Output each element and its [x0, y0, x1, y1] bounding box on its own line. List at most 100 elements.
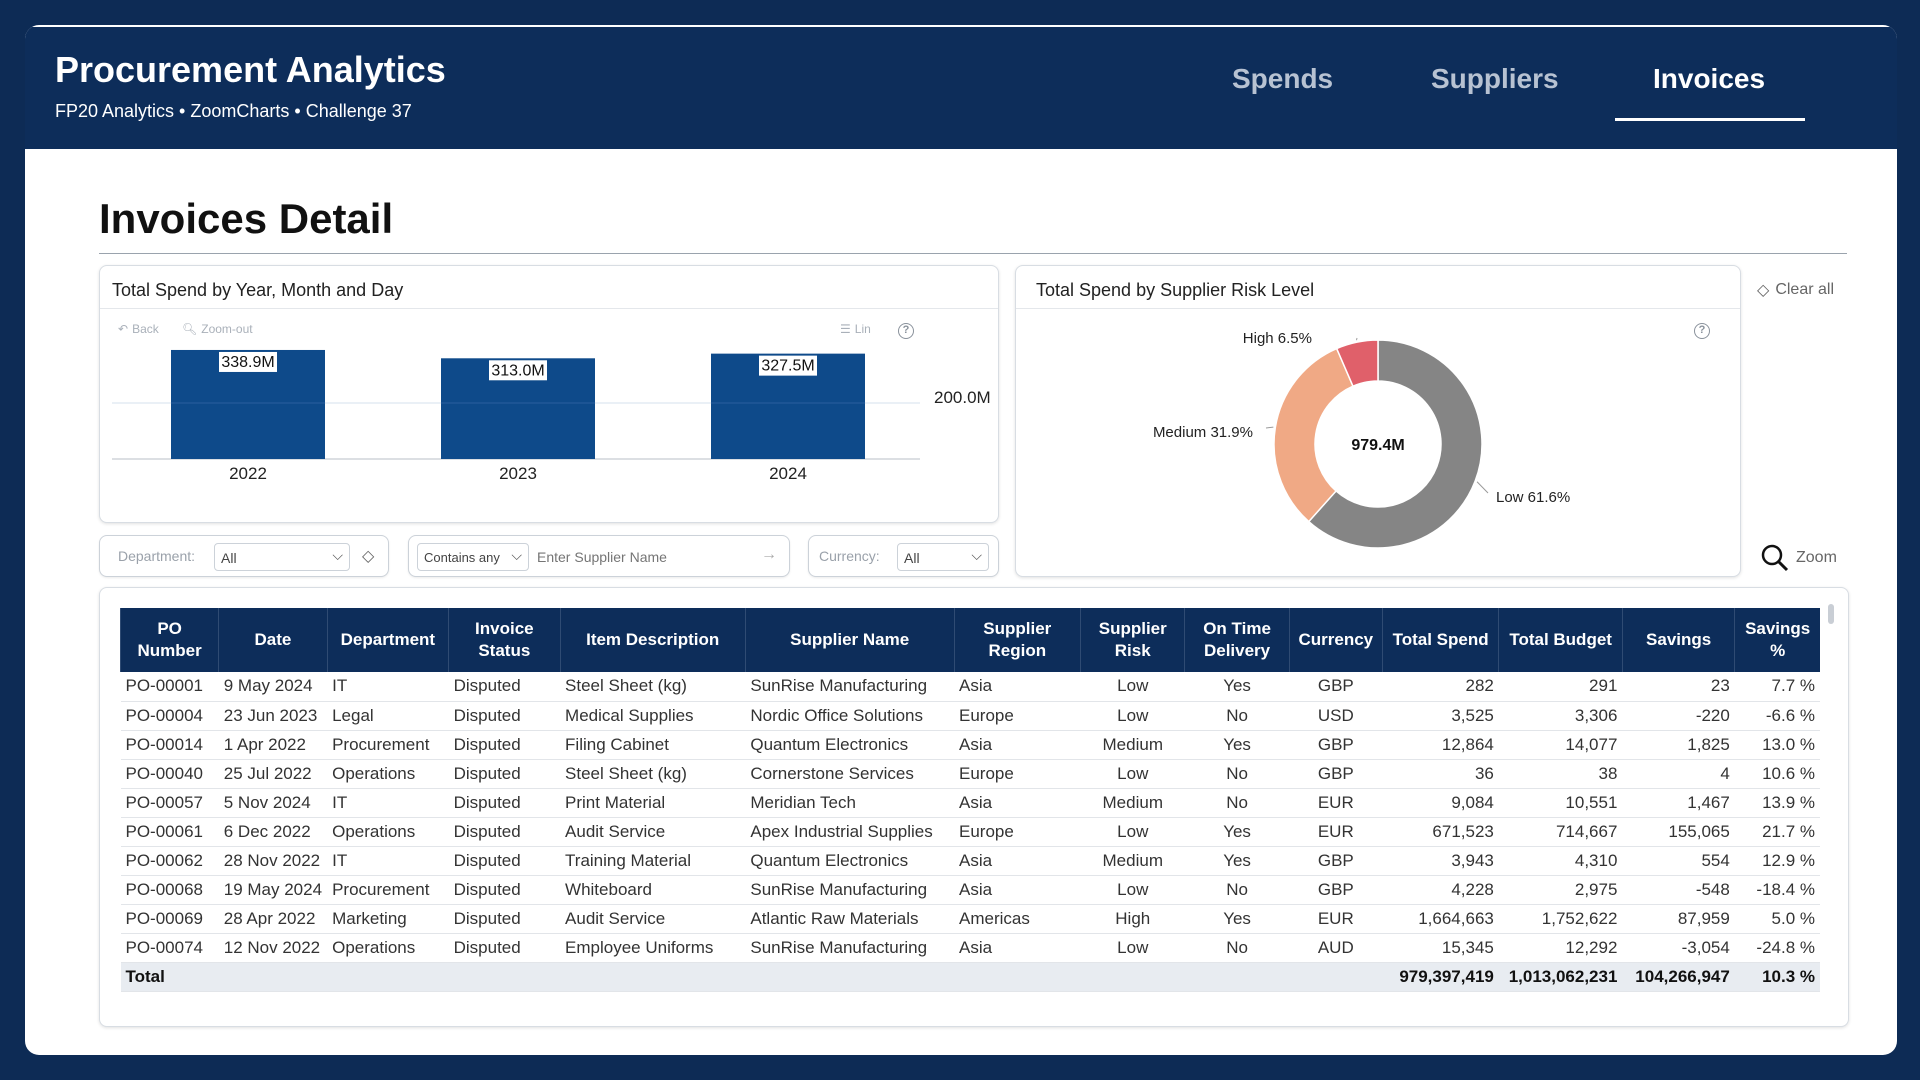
- table-cell: Asia: [954, 933, 1081, 963]
- currency-dropdown[interactable]: All ⌵: [897, 543, 989, 571]
- column-header[interactable]: Supplier Name: [744, 608, 954, 672]
- slice-label: High 6.5%: [1243, 330, 1312, 347]
- table-cell: Low: [1080, 817, 1185, 847]
- app-title: Procurement Analytics: [55, 49, 446, 90]
- table-cell: No: [1184, 701, 1290, 731]
- active-tab-underline: [1615, 118, 1805, 121]
- table-row[interactable]: PO-00061 6 Dec 2022 Operations Disputed Audi…: [120, 817, 1820, 847]
- table-cell: Asia: [954, 672, 1081, 702]
- column-header[interactable]: Currency: [1288, 608, 1383, 672]
- table-cell: Low: [1080, 701, 1185, 731]
- table-row[interactable]: PO-00004 23 Jun 2023 Legal Disputed Medical …: [120, 701, 1820, 731]
- match-mode-value: Contains any: [424, 550, 500, 565]
- column-header[interactable]: Supplier Risk: [1080, 608, 1185, 672]
- table-cell: 12 Nov 2022: [218, 933, 328, 963]
- table-row[interactable]: PO-00062 28 Nov 2022 IT Disputed Training Ma…: [120, 846, 1820, 876]
- table-cell: Low: [1080, 759, 1185, 789]
- help-icon[interactable]: ?: [1694, 323, 1710, 339]
- arrow-right-icon[interactable]: →: [761, 546, 777, 563]
- table-row[interactable]: PO-00001 9 May 2024 IT Disputed Steel Sheet …: [120, 672, 1820, 702]
- clear-all-button[interactable]: ◇ Clear all: [1757, 280, 1834, 300]
- leader-line: [1265, 426, 1274, 429]
- table-cell: Disputed: [448, 788, 561, 818]
- data-label-bg: [759, 355, 817, 376]
- table-row[interactable]: PO-00040 25 Jul 2022 Operations Disputed Ste…: [120, 759, 1820, 789]
- table-row[interactable]: PO-00069 28 Apr 2022 Marketing Disputed Audi…: [120, 904, 1820, 934]
- column-header[interactable]: Department: [326, 608, 449, 672]
- table-cell: PO-00014: [120, 730, 219, 760]
- table-cell: Disputed: [448, 875, 561, 905]
- eraser-icon[interactable]: ◇: [362, 548, 375, 565]
- table-cell: -24.8 %: [1734, 933, 1820, 963]
- bar-chart[interactable]: 200.0M 338.9M 2022 313.0M 2023 327.5M 2024: [100, 266, 1000, 524]
- table-cell: 5.0 %: [1734, 904, 1820, 934]
- tab-invoices[interactable]: Invoices: [1653, 63, 1766, 94]
- table-cell: SunRise Manufacturing: [745, 933, 954, 963]
- x-tick-label: 2024: [769, 464, 807, 483]
- table-cell: Disputed: [448, 846, 561, 876]
- report-canvas: Procurement Analytics FP20 Analytics • Z…: [25, 25, 1897, 1055]
- total-cell: 1,013,062,231: [1498, 961, 1623, 992]
- match-mode-dropdown[interactable]: Contains any ⌵: [417, 543, 529, 571]
- chevron-down-icon: ⌵: [332, 547, 343, 563]
- table-cell: 1,664,663: [1382, 904, 1499, 934]
- back-button[interactable]: ↶ Back: [118, 322, 159, 336]
- table-cell: Steel Sheet (kg): [560, 759, 746, 789]
- total-cell: Total: [120, 961, 219, 992]
- table-cell: PO-00069: [120, 904, 219, 934]
- total-cell: [1080, 961, 1185, 992]
- table-cell: Yes: [1184, 904, 1290, 934]
- table-cell: GBP: [1289, 672, 1383, 702]
- column-header[interactable]: On Time Delivery: [1184, 608, 1290, 672]
- table-row[interactable]: PO-00068 19 May 2024 Procurement Disputed Wh…: [120, 875, 1820, 905]
- table-cell: SunRise Manufacturing: [745, 672, 954, 702]
- table-row[interactable]: PO-00057 5 Nov 2024 IT Disputed Print Materi…: [120, 788, 1820, 818]
- scale-toggle[interactable]: ☰ Lin: [840, 322, 871, 336]
- table-cell: GBP: [1289, 759, 1383, 789]
- help-icon[interactable]: ?: [898, 323, 914, 339]
- zoom-out-icon: 🔍︎: [182, 322, 198, 336]
- table-cell: 15,345: [1382, 933, 1499, 963]
- column-header[interactable]: Savings: [1621, 608, 1735, 672]
- table-cell: PO-00057: [120, 788, 219, 818]
- spend-by-year-card: Total Spend by Year, Month and Day ↶ Bac…: [99, 265, 999, 523]
- department-dropdown[interactable]: All ⌵: [214, 543, 350, 571]
- table-cell: -18.4 %: [1734, 875, 1820, 905]
- table-cell: 4,228: [1382, 875, 1499, 905]
- slice-label: Medium 31.9%: [1153, 424, 1253, 441]
- table-cell: No: [1184, 875, 1290, 905]
- table-row[interactable]: PO-00074 12 Nov 2022 Operations Disputed Emp…: [120, 933, 1820, 963]
- table-cell: Medium: [1080, 730, 1185, 760]
- table-cell: 28 Apr 2022: [218, 904, 328, 934]
- column-header[interactable]: Total Spend: [1381, 608, 1499, 672]
- table-cell: PO-00001: [120, 672, 219, 702]
- column-header[interactable]: Supplier Region: [953, 608, 1081, 672]
- table-cell: 714,667: [1498, 817, 1623, 847]
- column-header[interactable]: Savings %: [1734, 608, 1820, 672]
- table-row[interactable]: PO-00014 1 Apr 2022 Procurement Disputed Fil…: [120, 730, 1820, 760]
- column-header[interactable]: Date: [218, 608, 328, 672]
- column-header[interactable]: Item Description: [559, 608, 746, 672]
- total-cell: [954, 961, 1081, 992]
- table-cell: Asia: [954, 875, 1081, 905]
- tab-spends[interactable]: Spends: [1232, 63, 1334, 94]
- column-header[interactable]: Invoice Status: [448, 608, 561, 672]
- table-cell: Disputed: [448, 904, 561, 934]
- tab-suppliers[interactable]: Suppliers: [1431, 63, 1559, 94]
- table-cell: -548: [1622, 875, 1735, 905]
- table-cell: PO-00004: [120, 701, 219, 731]
- table-cell: 9 May 2024: [218, 672, 328, 702]
- table-cell: 10.6 %: [1734, 759, 1820, 789]
- total-cell: 10.3 %: [1734, 961, 1820, 992]
- zoom-button[interactable]: Zoom: [1760, 543, 1837, 573]
- column-header[interactable]: Total Budget: [1498, 608, 1623, 672]
- table-cell: IT: [327, 846, 449, 876]
- supplier-search-input[interactable]: [537, 545, 757, 569]
- column-header[interactable]: PO Number: [119, 608, 219, 672]
- page-title: Invoices Detail: [99, 195, 394, 242]
- table-cell: 1,752,622: [1498, 904, 1623, 934]
- zoom-out-button[interactable]: 🔍︎ Zoom-out: [182, 322, 253, 336]
- table-scrollbar[interactable]: [1828, 604, 1834, 624]
- donut-chart[interactable]: 979.4M High 6.5% Medium 31.9% Low 61.6%: [1016, 266, 1742, 578]
- table-cell: Europe: [954, 759, 1081, 789]
